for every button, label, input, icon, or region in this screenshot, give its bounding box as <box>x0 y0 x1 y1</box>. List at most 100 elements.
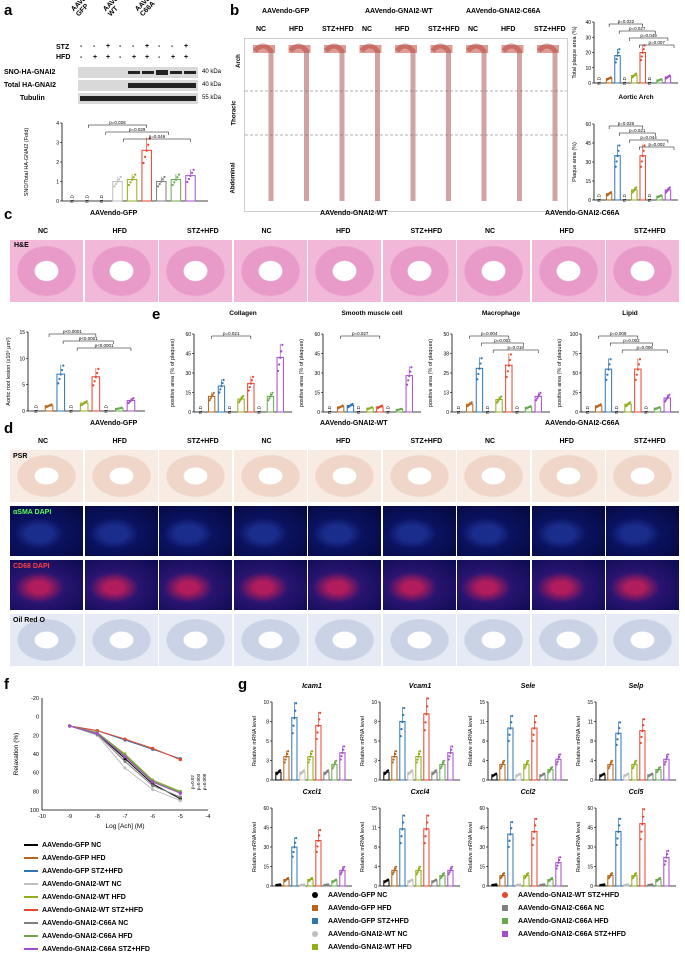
data-point <box>176 176 179 179</box>
data-point <box>559 856 562 859</box>
data-point <box>527 872 530 875</box>
p-value: p=0.006 <box>636 345 653 350</box>
series-point <box>68 724 72 728</box>
he-section <box>457 240 530 302</box>
nd-label: N.D <box>356 405 361 414</box>
y-tick-label: 15 <box>314 391 320 397</box>
data-point <box>559 753 562 756</box>
stain-section <box>531 614 605 666</box>
y-tick-label: 3 <box>374 759 377 765</box>
kda-tubulin: 55 kDa <box>202 95 222 101</box>
data-point <box>286 752 289 756</box>
stain-section <box>382 506 456 556</box>
data-point <box>394 752 397 756</box>
stain-section <box>10 560 83 610</box>
panel-a-letter: a <box>4 2 13 19</box>
data-point <box>294 709 297 712</box>
data-point <box>532 837 535 840</box>
data-point <box>281 343 284 346</box>
p-value: p=0.026 <box>618 121 635 126</box>
stain-row-label: αSMA DAPI <box>13 509 52 516</box>
data-point <box>311 876 314 880</box>
series-point <box>178 795 182 799</box>
y-tick-label: 4 <box>56 121 59 127</box>
data-point <box>303 769 306 772</box>
data-point <box>501 763 504 766</box>
data-point <box>448 755 451 758</box>
sig-bracket <box>618 132 656 136</box>
data-point <box>435 769 438 772</box>
p-value: p<0.0001 <box>63 329 82 334</box>
stain-section <box>159 506 232 556</box>
data-point <box>241 396 244 399</box>
y-axis-label: SNO/Total HA-GNAI2 (Fold) <box>24 128 30 197</box>
sig-bracket <box>629 139 669 143</box>
data-point <box>287 876 290 880</box>
bar <box>126 179 138 202</box>
legend-item: AAVendo-GNAI2-C66A NC <box>502 905 604 912</box>
y-axis-label: Relative mRNA level <box>360 716 366 766</box>
data-point <box>532 733 535 736</box>
y-tick-label: 4 <box>374 865 377 871</box>
nd-label: N.D <box>327 405 332 414</box>
data-point <box>400 407 403 410</box>
data-point <box>319 828 322 832</box>
data-point <box>442 761 445 764</box>
legend-marker <box>502 918 508 925</box>
y-axis-label: Relaxation (%) <box>13 733 20 776</box>
legend-marker <box>312 892 318 899</box>
data-point <box>448 871 451 874</box>
stz-sign: - <box>80 43 83 50</box>
data-point <box>187 177 190 181</box>
data-point <box>395 750 398 753</box>
data-point <box>129 181 132 184</box>
hfd-sign: - <box>80 54 83 61</box>
hfd-sign: + <box>106 54 111 61</box>
data-point <box>616 738 619 741</box>
bar <box>56 373 66 412</box>
legend-item: AAVendo-GNAI2-C66A STZ+HFD <box>502 931 626 938</box>
stain-row-label: Oil Red O <box>13 617 45 624</box>
data-point <box>638 358 642 361</box>
condition-label: HFD <box>559 228 574 235</box>
data-point <box>651 883 654 886</box>
y-tick-label: 30 <box>185 371 191 377</box>
x-tick-label: -6 <box>150 814 155 820</box>
data-point <box>534 721 537 724</box>
data-point <box>640 55 643 58</box>
data-point <box>509 833 512 836</box>
data-point <box>535 714 538 718</box>
bar <box>475 367 484 413</box>
legend-item: AAVendo-GNAI2-WT STZ+HFD <box>502 892 619 899</box>
plaque-mark <box>288 45 311 53</box>
chart-macrophage: 0 13 25 38 50 N.D N.D N.D Macrophage positive are… <box>428 310 550 416</box>
bar <box>91 376 101 412</box>
data-point <box>317 839 320 843</box>
data-point <box>391 873 394 876</box>
data-point <box>327 769 330 772</box>
bar <box>531 727 538 781</box>
p-value: p=0.021 <box>223 331 240 336</box>
data-point <box>426 705 429 708</box>
nd-label: N.D <box>647 193 652 202</box>
stain-section <box>84 450 158 502</box>
nd-label: N.D <box>647 76 652 85</box>
stain-section <box>233 506 307 556</box>
b-condition-label: NC <box>256 26 267 33</box>
legend-text: AAVendo-GFP STZ+HFD <box>328 918 409 925</box>
condition-label: HFD <box>112 228 127 235</box>
y-tick-label: 5 <box>374 739 377 745</box>
x-tick-label: -8 <box>95 814 100 820</box>
data-point <box>284 758 287 761</box>
y-tick-label: 2 <box>56 160 59 166</box>
d-group-gfp: AAVendo-GFP <box>90 420 138 427</box>
legend-item: AAVendo-GFP HFD <box>312 905 392 912</box>
data-point <box>403 814 406 817</box>
y-axis-label: Relative mRNA level <box>468 716 474 766</box>
data-point <box>470 401 473 404</box>
bar <box>112 181 123 202</box>
y-tick-label: 15 <box>185 391 191 397</box>
data-point <box>419 865 422 868</box>
data-point <box>335 759 338 762</box>
data-point <box>555 763 558 766</box>
